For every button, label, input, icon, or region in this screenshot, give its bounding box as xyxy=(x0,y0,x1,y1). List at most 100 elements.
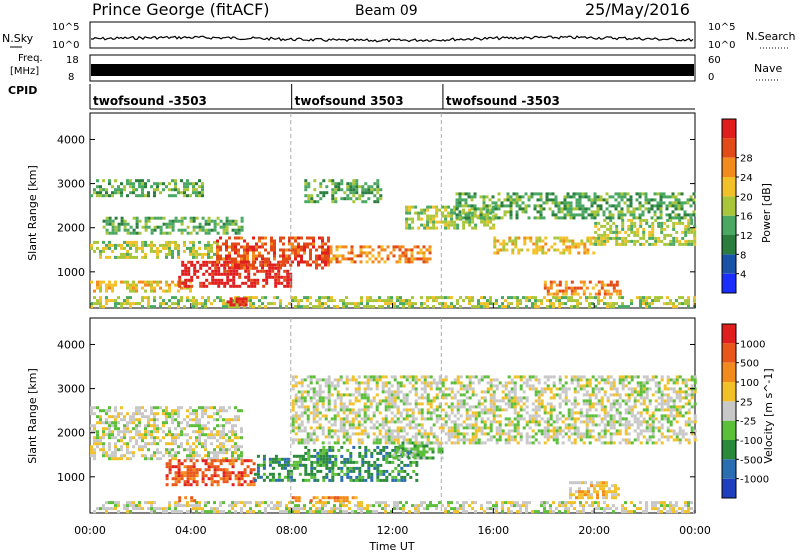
data-cell xyxy=(147,219,151,223)
data-cell xyxy=(666,224,670,228)
data-cell xyxy=(327,296,330,300)
data-cell xyxy=(386,245,390,249)
data-cell xyxy=(348,420,352,424)
data-cell xyxy=(363,305,366,309)
data-cell xyxy=(192,191,195,195)
data-cell xyxy=(363,396,367,400)
data-cell xyxy=(162,409,165,413)
data-cell xyxy=(627,239,631,243)
data-cell xyxy=(96,185,99,189)
data-cell xyxy=(456,438,460,442)
data-cell xyxy=(687,230,691,234)
data-cell xyxy=(387,438,391,442)
data-cell xyxy=(315,381,319,385)
data-cell xyxy=(462,432,466,436)
data-cell xyxy=(632,216,636,220)
data-cell xyxy=(359,254,363,258)
data-cell xyxy=(554,201,558,205)
data-cell xyxy=(618,242,622,246)
data-cell xyxy=(412,469,416,473)
data-cell xyxy=(413,245,417,249)
data-cell xyxy=(471,220,475,224)
data-cell xyxy=(322,451,326,455)
data-cell xyxy=(297,305,300,309)
data-cell xyxy=(153,412,156,416)
data-cell xyxy=(465,396,469,400)
data-cell xyxy=(183,465,187,469)
data-cell xyxy=(615,289,619,293)
data-cell xyxy=(306,236,309,240)
data-cell xyxy=(591,501,594,505)
data-cell xyxy=(426,305,429,309)
data-cell xyxy=(363,420,367,424)
data-cell xyxy=(432,432,436,436)
data-cell xyxy=(319,182,323,186)
data-cell xyxy=(489,384,493,388)
data-cell xyxy=(485,213,489,217)
data-cell xyxy=(310,475,314,479)
data-cell xyxy=(294,381,298,385)
data-cell xyxy=(270,302,273,306)
data-cell xyxy=(96,445,99,449)
data-cell xyxy=(489,438,493,442)
data-cell xyxy=(405,438,409,442)
data-cell xyxy=(231,462,235,466)
data-cell xyxy=(429,405,433,409)
data-cell xyxy=(153,296,156,300)
data-cell xyxy=(393,504,396,508)
data-cell xyxy=(470,198,474,202)
data-cell xyxy=(174,439,177,443)
data-cell xyxy=(195,445,198,449)
data-cell xyxy=(467,213,471,217)
data-cell xyxy=(300,245,303,249)
data-cell xyxy=(546,292,550,296)
data-cell xyxy=(283,457,287,461)
data-cell xyxy=(279,260,282,264)
data-cell xyxy=(539,195,543,199)
data-cell xyxy=(300,254,303,258)
data-cell xyxy=(618,305,621,309)
data-cell xyxy=(223,263,227,267)
data-cell xyxy=(135,219,139,223)
data-cell xyxy=(102,442,105,446)
data-cell xyxy=(312,504,315,508)
data-cell xyxy=(216,260,219,264)
data-cell xyxy=(132,255,135,259)
data-cell xyxy=(135,504,138,508)
data-cell xyxy=(669,242,673,246)
data-cell xyxy=(336,378,340,382)
data-cell xyxy=(235,269,239,273)
data-cell xyxy=(306,393,310,397)
power-ylabel: Slant Range [km] xyxy=(26,165,39,261)
data-cell xyxy=(360,432,364,436)
nsky-frame xyxy=(89,21,696,49)
data-cell xyxy=(153,194,156,198)
data-cell xyxy=(237,260,240,264)
data-cell xyxy=(375,393,379,397)
data-cell xyxy=(507,432,511,436)
data-cell xyxy=(561,501,564,505)
data-cell xyxy=(225,433,228,437)
data-cell xyxy=(174,427,177,431)
data-cell xyxy=(365,260,369,264)
data-cell xyxy=(459,305,462,309)
data-cell xyxy=(401,441,405,445)
data-cell xyxy=(325,475,329,479)
data-cell xyxy=(351,420,355,424)
data-cell xyxy=(291,245,294,249)
data-cell xyxy=(375,438,379,442)
data-cell xyxy=(493,242,497,246)
data-cell xyxy=(565,245,569,249)
data-cell xyxy=(234,448,237,452)
data-cell xyxy=(291,417,295,421)
data-cell xyxy=(195,255,198,259)
data-cell xyxy=(201,188,204,192)
data-cell xyxy=(593,201,597,205)
data-cell xyxy=(207,415,210,419)
data-cell xyxy=(243,474,247,478)
data-cell xyxy=(162,424,165,428)
data-cell xyxy=(259,269,263,273)
data-cell xyxy=(228,439,231,443)
data-cell xyxy=(304,200,308,204)
data-cell xyxy=(514,239,518,243)
